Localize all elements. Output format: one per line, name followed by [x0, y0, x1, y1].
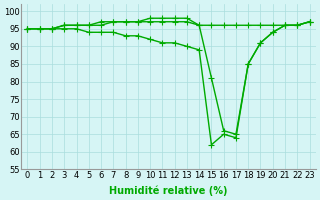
X-axis label: Humidité relative (%): Humidité relative (%) [109, 185, 228, 196]
